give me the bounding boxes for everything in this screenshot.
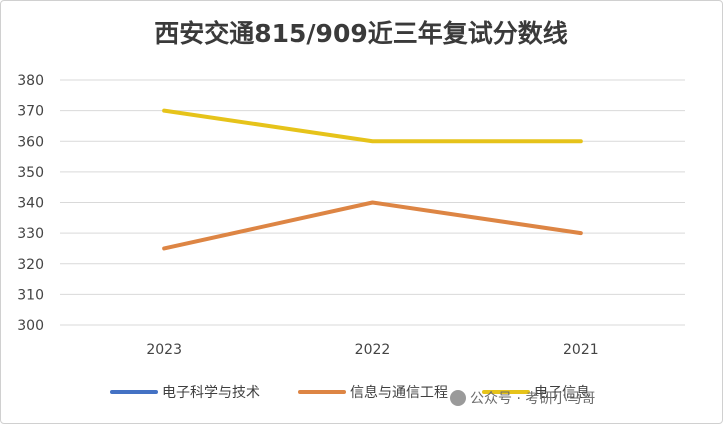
legend: 电子科学与技术 信息与通信工程 电子信息 <box>110 384 590 401</box>
x-tick-label: 2023 <box>146 342 182 358</box>
y-tick-label: 340 <box>17 196 44 212</box>
y-tick-label: 380 <box>17 73 44 89</box>
y-tick-label: 350 <box>17 165 44 181</box>
data-point <box>162 109 166 113</box>
chart-title: 西安交通815/909近三年复试分数线 <box>154 19 568 48</box>
legend-label: 电子信息 <box>534 384 590 401</box>
series-line <box>162 200 583 251</box>
wechat-icon <box>450 390 466 406</box>
watermark-text: 公众号 · 考研小马哥 <box>470 391 595 407</box>
x-tick-label: 2022 <box>355 342 391 358</box>
y-tick-label: 320 <box>17 257 44 273</box>
data-point <box>371 139 374 143</box>
series-lines <box>162 108 583 251</box>
y-axis-ticks: 300 310 320 330 340 350 360 370 380 <box>17 73 44 334</box>
y-tick-label: 330 <box>17 226 44 242</box>
data-point <box>162 246 166 250</box>
legend-label: 信息与通信工程 <box>350 384 448 401</box>
data-point <box>371 201 374 204</box>
x-axis-ticks: 2023 2022 2021 <box>146 342 598 358</box>
watermark: 公众号 · 考研小马哥 <box>450 390 595 407</box>
data-point <box>579 139 583 143</box>
y-tick-label: 360 <box>17 134 44 150</box>
y-tick-label: 310 <box>17 287 44 303</box>
legend-label: 电子科学与技术 <box>162 385 260 401</box>
y-tick-label: 300 <box>17 318 44 334</box>
x-tick-label: 2021 <box>563 342 599 358</box>
data-point <box>579 231 583 235</box>
y-tick-label: 370 <box>17 104 44 120</box>
series-line <box>162 108 583 144</box>
